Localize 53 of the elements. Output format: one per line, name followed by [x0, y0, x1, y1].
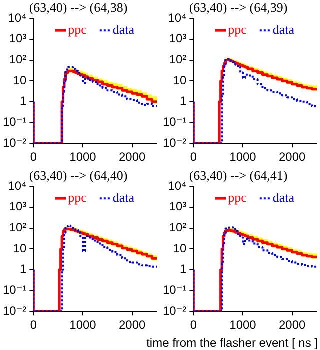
x-tick-label: 2000	[278, 150, 306, 164]
chart-title: (63,40) --> (64,40)	[29, 168, 128, 184]
x-tick-label: 1000	[230, 150, 257, 164]
legend-label: data	[112, 22, 135, 38]
x-tick-label: 0	[30, 150, 38, 164]
y-tick-label: 10⁻²	[2, 136, 27, 150]
y-tick-label: 10³	[169, 32, 187, 46]
y-tick-label: 10⁴	[8, 178, 27, 193]
y-tick-label: 1	[20, 94, 27, 108]
y-tick-label: 10²	[169, 220, 187, 235]
chart-title: (63,40) --> (64,38)	[29, 0, 128, 16]
y-tick-label: 10⁻²	[162, 304, 187, 318]
x-axis-title: time from the flasher event [ ns ]	[146, 336, 318, 350]
y-tick-label: 10²	[169, 52, 187, 67]
y-tick-label: 10³	[9, 200, 27, 214]
chart-title: (63,40) --> (64,41)	[189, 168, 288, 184]
y-tick-label: 10⁴	[8, 10, 27, 25]
y-tick-label: 10⁻²	[2, 304, 27, 318]
y-tick-label: 10³	[169, 200, 187, 214]
legend-label: ppc	[228, 190, 248, 206]
legend-label: ppc	[68, 190, 88, 206]
y-tick-label: 10³	[9, 32, 27, 46]
x-tick-label: 1000	[230, 318, 257, 332]
x-tick-label: 0	[30, 318, 38, 332]
y-tick-label: 10⁴	[168, 178, 187, 193]
legend-label: ppc	[228, 22, 248, 38]
chart-title: (63,40) --> (64,39)	[189, 0, 288, 16]
y-tick-label: 10⁻¹	[162, 283, 187, 298]
x-tick-label: 1000	[70, 150, 97, 164]
y-tick-label: 10⁴	[168, 10, 187, 25]
x-tick-label: 0	[190, 318, 198, 332]
legend-label: ppc	[68, 22, 88, 38]
legend-label: data	[272, 22, 295, 38]
legend-label: data	[112, 190, 135, 206]
y-tick-label: 10	[13, 241, 27, 256]
x-tick-label: 1000	[70, 318, 97, 332]
x-tick-label: 0	[190, 150, 198, 164]
legend-label: data	[272, 190, 295, 206]
y-tick-label: 10	[13, 73, 27, 88]
y-tick-label: 10²	[9, 52, 27, 67]
y-tick-label: 10⁻²	[162, 136, 187, 150]
y-tick-label: 1	[180, 262, 187, 276]
y-tick-label: 10	[173, 241, 187, 256]
y-tick-label: 10⁻¹	[2, 115, 27, 130]
x-tick-label: 2000	[118, 318, 146, 332]
x-tick-label: 2000	[278, 318, 306, 332]
y-tick-label: 10	[173, 73, 187, 88]
y-tick-label: 1	[20, 262, 27, 276]
y-tick-label: 1	[180, 94, 187, 108]
y-tick-label: 10⁻¹	[162, 115, 187, 130]
y-tick-label: 10⁻¹	[2, 283, 27, 298]
x-tick-label: 2000	[118, 150, 146, 164]
y-tick-label: 10²	[9, 220, 27, 235]
